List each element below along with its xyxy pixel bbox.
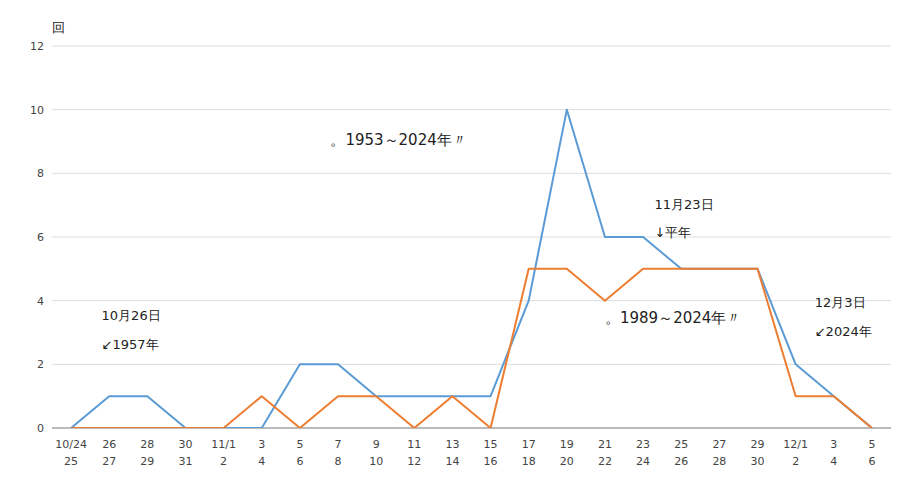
y-tick-label: 8 — [37, 167, 44, 180]
x-tick-label: 21 — [598, 438, 612, 451]
series-group — [71, 110, 872, 428]
x-tick-label: 20 — [560, 455, 574, 468]
y-tick-label: 2 — [37, 358, 44, 371]
x-tick-label: 10/24 — [55, 438, 87, 451]
grid-line — [52, 364, 891, 365]
x-tick-label: 6 — [296, 455, 303, 468]
x-tick-label: 26 — [674, 455, 688, 468]
x-tick-label: 23 — [636, 438, 650, 451]
annotation: ↙1957年 — [102, 337, 159, 352]
x-tick-label: 15 — [484, 438, 498, 451]
x-tick-label: 9 — [373, 438, 380, 451]
grid-line — [52, 300, 891, 301]
x-tick-label: 12 — [407, 455, 421, 468]
x-tick-label: 22 — [598, 455, 612, 468]
x-tick-label: 30 — [751, 455, 765, 468]
grid — [52, 46, 891, 428]
x-tick-label: 16 — [484, 455, 498, 468]
chart: 024681012回10/242526272829303111/12345678… — [0, 0, 911, 500]
annotation: 12月3日 — [815, 295, 866, 310]
x-tick-label: 2 — [220, 455, 227, 468]
x-tick-label: 13 — [445, 438, 459, 451]
y-tick-label: 0 — [37, 422, 44, 435]
y-tick-label: 12 — [30, 40, 44, 53]
x-tick-label: 24 — [636, 455, 650, 468]
x-tick-label: 29 — [751, 438, 765, 451]
x-tick-label: 4 — [830, 455, 837, 468]
y-axis-label: 回 — [52, 20, 65, 35]
x-tick-label: 4 — [258, 455, 265, 468]
x-tick-label: 7 — [335, 438, 342, 451]
annotation: 11月23日 — [655, 197, 714, 212]
x-tick-label: 5 — [296, 438, 303, 451]
grid-line — [52, 109, 891, 110]
grid-line — [52, 237, 891, 238]
y-tick-label: 6 — [37, 231, 44, 244]
annotation: 。1953～2024年〃 — [330, 131, 466, 149]
series-line — [71, 269, 872, 428]
x-tick-label: 2 — [792, 455, 799, 468]
x-tick-label: 28 — [140, 438, 154, 451]
x-tick-label: 11 — [407, 438, 421, 451]
x-tick-label: 25 — [64, 455, 78, 468]
y-tick-label: 4 — [37, 295, 44, 308]
annotation: 10月26日 — [102, 308, 161, 323]
annotation: 。1989～2024年〃 — [605, 309, 741, 327]
x-tick-label: 5 — [868, 438, 875, 451]
x-tick-label: 19 — [560, 438, 574, 451]
x-tick-label: 27 — [712, 438, 726, 451]
annotation: ↓平年 — [655, 225, 692, 240]
x-tick-label: 17 — [522, 438, 536, 451]
x-tick-label: 14 — [445, 455, 459, 468]
x-tick-label: 3 — [258, 438, 265, 451]
x-tick-label: 11/1 — [211, 438, 236, 451]
x-tick-label: 3 — [830, 438, 837, 451]
grid-line — [52, 46, 891, 47]
series-line — [71, 110, 872, 428]
annotation: ↙2024年 — [815, 324, 872, 339]
x-tick-label: 25 — [674, 438, 688, 451]
chart-container: 024681012回10/242526272829303111/12345678… — [0, 0, 911, 500]
x-tick-label: 12/1 — [783, 438, 808, 451]
x-tick-label: 29 — [140, 455, 154, 468]
x-tick-label: 27 — [102, 455, 116, 468]
x-tick-label: 30 — [178, 438, 192, 451]
x-tick-label: 6 — [868, 455, 875, 468]
y-tick-label: 10 — [30, 104, 44, 117]
x-tick-label: 10 — [369, 455, 383, 468]
grid-line — [52, 173, 891, 174]
x-tick-label: 26 — [102, 438, 116, 451]
x-tick-label: 31 — [178, 455, 192, 468]
x-tick-label: 18 — [522, 455, 536, 468]
x-tick-label: 8 — [335, 455, 342, 468]
x-tick-label: 28 — [712, 455, 726, 468]
